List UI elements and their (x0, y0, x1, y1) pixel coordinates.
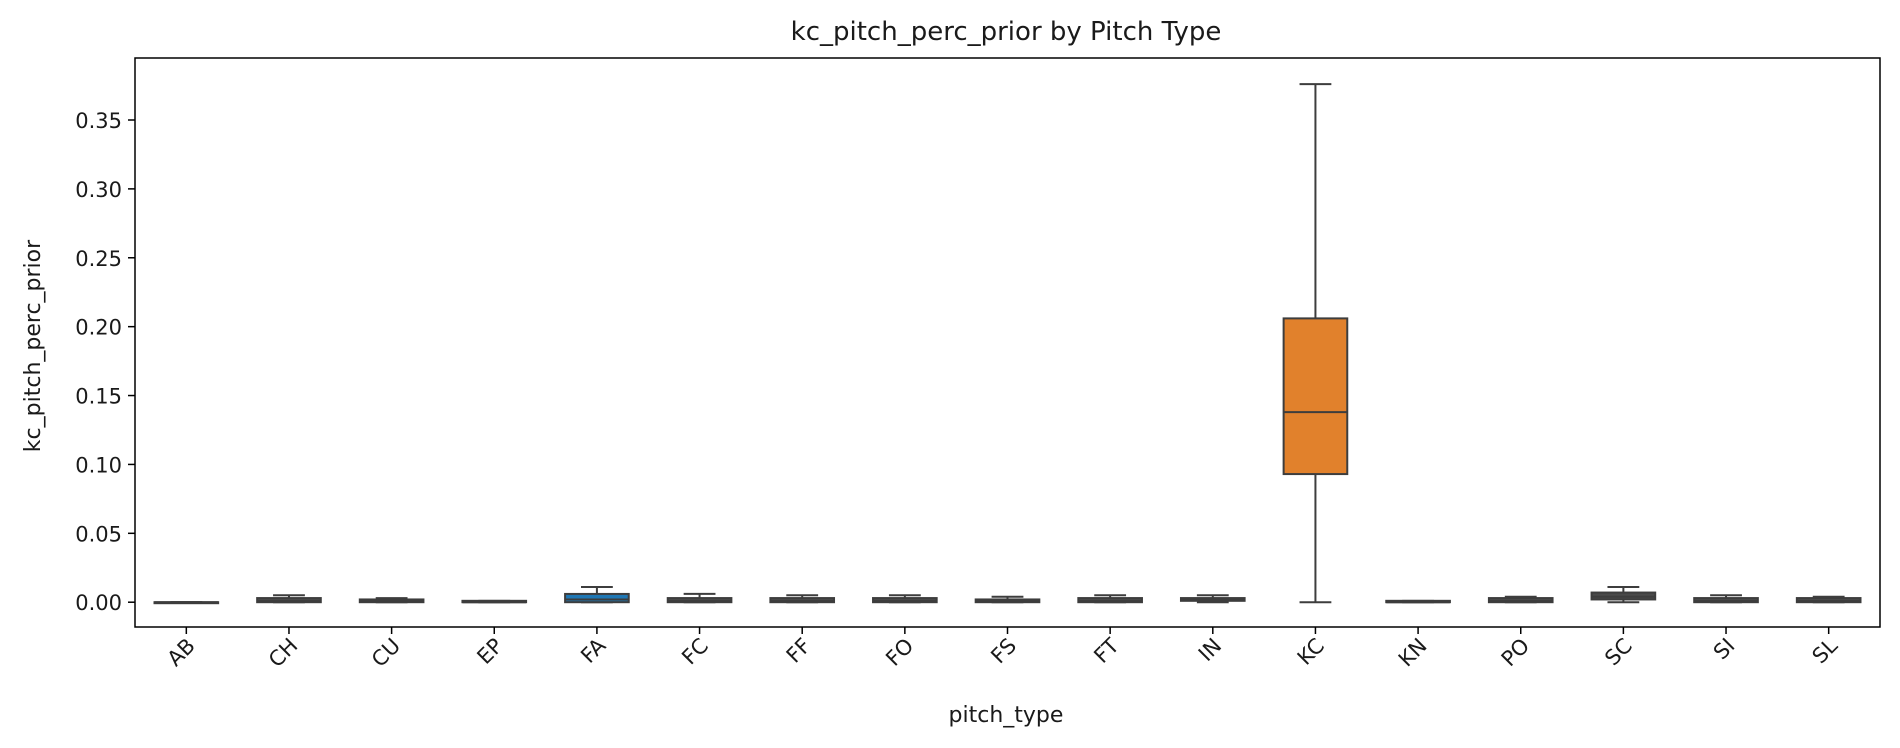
x-tick-label: SL (1808, 633, 1843, 668)
x-tick-label: CH (264, 634, 303, 673)
x-tick-label: FS (986, 634, 1021, 669)
iqr-box (564, 592, 630, 604)
x-axis-label: pitch_type (949, 703, 1064, 728)
x-tick-label: KN (1394, 634, 1432, 672)
y-tick-label: 0.10 (75, 453, 122, 477)
x-tick-label: FT (1089, 633, 1123, 667)
box-sc (1590, 586, 1657, 604)
box-in (1179, 594, 1246, 604)
box-fs (974, 595, 1041, 604)
iqr-box (1282, 317, 1349, 476)
box-cu (358, 597, 425, 604)
box-kn (1385, 599, 1451, 604)
x-tick-label: FO (881, 634, 918, 671)
x-tick-label: AB (163, 634, 200, 671)
y-tick-label: 0.35 (75, 109, 122, 133)
box-kc (1282, 83, 1349, 604)
box-ep (461, 599, 528, 604)
y-tick-label: 0.30 (75, 178, 122, 202)
plot-area (134, 57, 1881, 628)
x-tick-label: SC (1600, 634, 1637, 671)
x-tick-label: SI (1709, 634, 1740, 665)
x-axis: AB CH CU EP FA FC FF FO FS FT IN KC KN PO SC SI SL (163, 627, 1843, 673)
x-tick-label: PO (1497, 634, 1535, 672)
y-axis: 0.00 0.05 0.10 0.15 0.20 0.25 0.30 0.35 (75, 109, 135, 615)
x-tick-label: IN (1194, 634, 1226, 666)
box-ab (153, 601, 220, 605)
x-tick-label: EP (472, 634, 507, 669)
box-si (1693, 594, 1759, 604)
x-tick-label: FF (782, 634, 816, 668)
box-fa (564, 586, 630, 604)
x-tick-label: CU (367, 634, 405, 672)
box-sl (1795, 595, 1862, 604)
box-ch (256, 594, 322, 604)
plot-frame (134, 57, 1881, 628)
box-ft (1077, 594, 1143, 604)
y-tick-label: 0.05 (75, 522, 122, 546)
x-tick-label: FA (576, 633, 611, 668)
y-tick-label: 0.15 (75, 385, 122, 409)
y-axis-label: kc_pitch_perc_prior (21, 239, 46, 452)
x-tick-label: KC (1293, 634, 1329, 670)
y-tick-label: 0.20 (75, 316, 122, 340)
box-fo (872, 594, 938, 604)
chart-title: kc_pitch_perc_prior by Pitch Type (791, 17, 1222, 47)
x-tick-label: FC (677, 634, 713, 670)
box-po (1487, 595, 1554, 604)
y-tick-label: 0.00 (75, 591, 122, 615)
box-ff (769, 594, 836, 604)
box-fc (666, 592, 733, 604)
y-tick-label: 0.25 (75, 247, 122, 271)
